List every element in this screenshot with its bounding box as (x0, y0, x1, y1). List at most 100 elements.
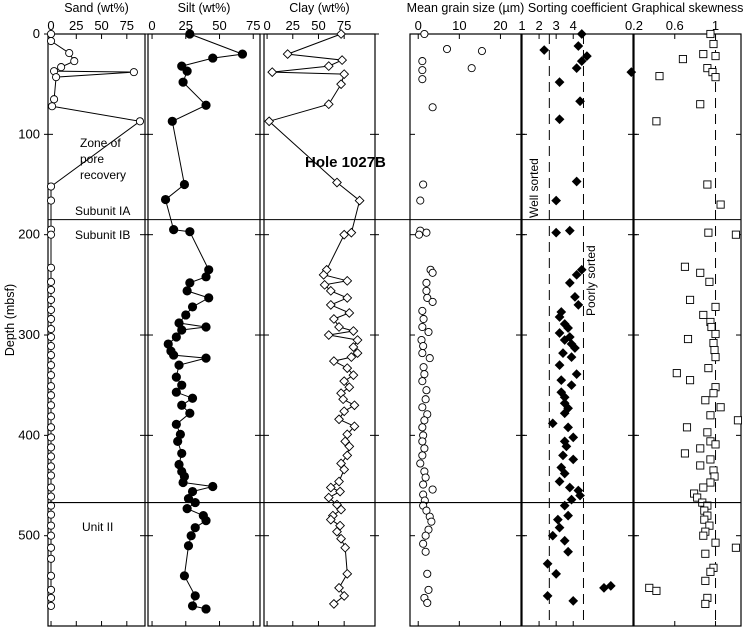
x-tick-label-sand: 25 (69, 18, 83, 33)
data-point-skew (711, 353, 720, 362)
panel-grain: Mean grain size (µm) 0 10 20 (407, 1, 525, 627)
data-point-sand (46, 196, 56, 205)
data-point-grain (418, 403, 427, 412)
data-point-skew (672, 369, 681, 378)
data-point-clay (334, 476, 344, 487)
data-point-skew (652, 117, 661, 126)
data-point-clay (349, 421, 360, 432)
data-point-clay (344, 382, 355, 393)
data-point-sand (46, 182, 56, 191)
data-point-skew (680, 262, 690, 271)
data-point-skew (711, 73, 720, 82)
data-point-grain (423, 569, 432, 578)
data-point-silt (185, 29, 195, 39)
well-sorted-label: Well sorted (527, 158, 541, 218)
data-point-silt (185, 227, 195, 237)
y-tick-label: 0 (33, 26, 40, 41)
data-point-sorting (573, 300, 584, 310)
series-line-clay (268, 33, 361, 605)
data-point-sorting (554, 77, 565, 88)
data-point-silt (160, 194, 171, 205)
data-point-grain (428, 485, 437, 494)
x-tick-label-skew: 0.2 (625, 18, 643, 33)
data-point-grain (421, 395, 430, 404)
data-point-sorting (571, 63, 582, 73)
data-point-sorting (563, 510, 573, 521)
data-point-sorting (551, 227, 562, 238)
x-tick-label-sand: 0 (47, 18, 54, 33)
data-point-sand (46, 433, 56, 442)
poorly-sorted-label: Poorly sorted (584, 245, 598, 316)
data-point-clay (334, 582, 344, 593)
data-point-grain (422, 278, 431, 287)
data-point-grain (418, 451, 427, 460)
data-point-clay (342, 568, 353, 579)
x-tick-label-sand: 75 (120, 18, 134, 33)
x-tick-label-sorting: 1 (518, 18, 525, 33)
panel-silt: Silt (wt%) 0 25 50 75 (147, 1, 264, 627)
data-point-silt (208, 481, 218, 492)
y-tick-label: 300 (18, 327, 40, 342)
data-point-clay (325, 299, 336, 310)
data-point-clay (339, 229, 350, 240)
data-point-clay (354, 195, 365, 206)
data-point-clay (344, 441, 355, 452)
data-point-grain (418, 57, 427, 66)
data-point-silt (169, 350, 179, 360)
data-point-sand (46, 471, 56, 480)
data-point-silt (177, 400, 187, 410)
data-point-sand (46, 314, 56, 324)
data-point-clay (328, 356, 339, 367)
data-point-clay (352, 348, 363, 359)
data-point-sand (57, 63, 66, 72)
panel-title-sorting: Sorting coefficient (528, 1, 628, 15)
data-point-sand (46, 521, 56, 530)
data-point-sorting (559, 408, 570, 419)
x-tick-label-grain: 10 (452, 18, 466, 33)
data-point-silt (201, 353, 211, 363)
data-point-grain (419, 180, 428, 189)
data-point-sorting (554, 328, 565, 338)
x-tick-label-silt: 0 (148, 18, 155, 33)
data-point-sorting (573, 41, 584, 51)
data-point-silt (183, 541, 194, 551)
data-point-clay (336, 533, 347, 544)
data-point-sand (46, 492, 56, 501)
data-point-skew (704, 364, 713, 373)
data-point-skew (700, 515, 709, 524)
data-point-grain (427, 517, 436, 526)
data-point-skew (709, 389, 718, 398)
data-point-clay (323, 61, 334, 72)
data-point-clay (346, 227, 357, 238)
data-point-skew (703, 180, 712, 189)
data-point-grain (414, 230, 424, 239)
data-point-sand (46, 462, 56, 471)
data-point-sorting (564, 482, 575, 493)
data-point-skew (710, 346, 719, 355)
data-point-silt (187, 486, 198, 497)
data-point-silt (190, 591, 200, 601)
data-point-sand (70, 57, 79, 66)
data-point-skew (706, 478, 715, 487)
data-point-sand (46, 285, 56, 294)
data-point-sorting (551, 195, 562, 206)
data-point-grain (418, 437, 427, 446)
data-point-sorting (571, 269, 582, 280)
data-point-grain (419, 480, 428, 489)
data-point-clay (339, 464, 350, 475)
data-point-clay (349, 400, 360, 411)
data-point-grain (422, 506, 431, 515)
data-point-skew (711, 440, 720, 449)
data-point-grain (419, 539, 428, 548)
data-point-sorting (559, 335, 570, 345)
data-point-skew (696, 461, 705, 470)
data-point-clay (344, 308, 355, 318)
data-point-silt (171, 387, 181, 397)
data-point-silt (237, 49, 248, 59)
data-point-skew (699, 50, 708, 59)
data-point-grain (418, 349, 427, 358)
data-point-sand (46, 371, 56, 380)
data-point-sorting (558, 450, 568, 461)
data-point-sand (46, 391, 56, 400)
data-point-skew (680, 449, 690, 458)
